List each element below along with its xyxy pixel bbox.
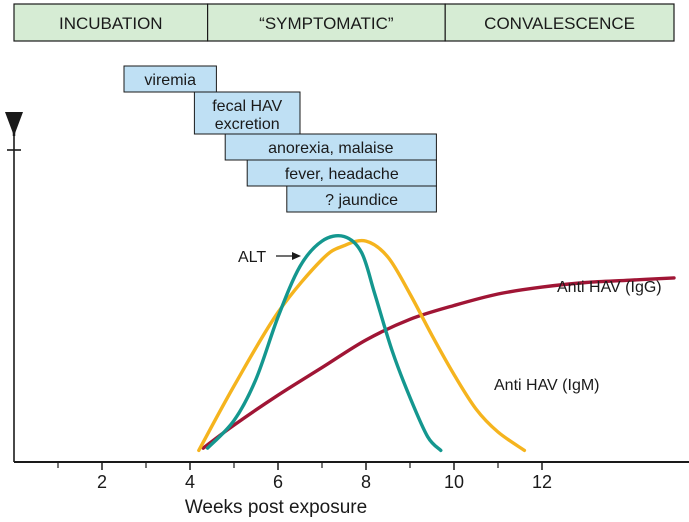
x-tick-label-1: 4: [185, 472, 195, 492]
axis-frame: [5, 58, 689, 463]
x-ticks: 2 4 6 8 10 12: [57, 462, 552, 492]
igg-label: Anti HAV (IgG): [557, 279, 662, 296]
anti-hav-igg-curve: [201, 276, 676, 450]
phase-segment-1: [207, 3, 446, 42]
period-label-2-0: anorexia, malaise: [268, 140, 394, 157]
alt-curve: [205, 234, 443, 453]
period-box-3: [246, 159, 437, 187]
period-label-1-0: fecal HAV: [212, 98, 282, 115]
x-tick-label-0: 2: [97, 472, 107, 492]
phase-segment-2: [444, 3, 675, 42]
phase-bar: INCUBATION “SYMPTOMATIC” CONVALESCENCE: [13, 3, 675, 42]
x-tick-label-2: 6: [273, 472, 283, 492]
series-lines: [197, 234, 676, 453]
x-tick-label-5: 12: [532, 472, 552, 492]
period-box-1: [193, 91, 301, 135]
phase-label-2: CONVALESCENCE: [484, 14, 635, 33]
period-box-4: [286, 185, 437, 213]
period-box-2: [224, 133, 437, 161]
phase-segment-0: [13, 3, 209, 42]
phase-label-1: “SYMPTOMATIC”: [259, 14, 394, 33]
axis-break-arrow: [5, 58, 23, 151]
anti-hav-igm-curve: [197, 238, 527, 453]
x-tick-label-4: 10: [444, 472, 464, 492]
alt-label: ALT: [238, 249, 266, 266]
igm-label: Anti HAV (IgM): [494, 377, 600, 394]
x-tick-label-3: 8: [361, 472, 371, 492]
alt-annotation: ALT: [238, 249, 301, 266]
period-label-3-0: fever, headache: [285, 166, 399, 183]
period-box-0: [123, 65, 217, 93]
period-label-0-0: viremia: [144, 72, 196, 89]
period-label-1-1: excretion: [215, 116, 280, 133]
phase-label-0: INCUBATION: [59, 14, 163, 33]
period-label-4-0: ? jaundice: [325, 192, 398, 209]
x-axis-label: Weeks post exposure: [185, 497, 367, 518]
